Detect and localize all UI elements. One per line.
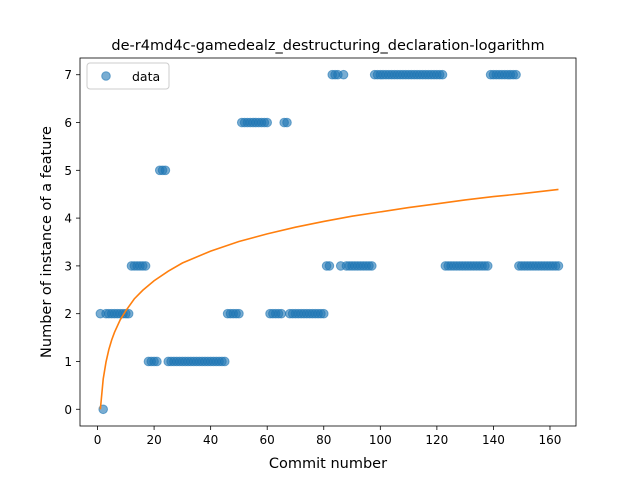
x-tick-label-140: 140: [482, 433, 505, 447]
data-point-23: [160, 165, 171, 176]
x-tick-label-80: 80: [316, 433, 331, 447]
y-tick-label-7: 7: [64, 68, 72, 82]
x-axis-label: Commit number: [269, 456, 387, 472]
x-tick-label-160: 160: [539, 433, 562, 447]
legend: data: [86, 62, 170, 90]
data-point-44: [219, 356, 230, 367]
legend-marker: [101, 71, 111, 81]
y-tick-label-3: 3: [64, 259, 72, 273]
axis-ticks: 0 20 40 60 80 100 120 140 160 0 1 2 3 4 5 6 7: [64, 68, 561, 447]
data-point-81: [324, 261, 335, 271]
x-tick-label-60: 60: [260, 433, 275, 447]
x-tick-label-0: 0: [94, 433, 102, 447]
x-tick-label-40: 40: [203, 433, 218, 447]
data-point-137: [482, 261, 493, 271]
data-point-79: [318, 308, 329, 319]
legend-box: [86, 62, 170, 90]
data-point-66: [282, 117, 292, 128]
y-tick-label-1: 1: [64, 355, 72, 369]
data-point-162: [553, 261, 564, 271]
x-tick-label-120: 120: [425, 433, 448, 447]
y-tick-label-4: 4: [64, 212, 72, 226]
y-tick-label-0: 0: [64, 403, 72, 417]
x-tick-label-20: 20: [146, 433, 161, 447]
data-point-64: [276, 308, 287, 319]
data-point-96: [367, 261, 377, 271]
fit-curve: [99, 188, 559, 410]
data-point-16: [140, 261, 151, 271]
data-point-86: [338, 69, 349, 80]
y-tick-label-6: 6: [64, 116, 72, 130]
plot-frame: [79, 57, 577, 427]
chart-title: de-r4md4c-gamedealz_destructuring_declar…: [111, 38, 544, 54]
x-tick-label-100: 100: [369, 433, 392, 447]
y-tick-label-2: 2: [64, 307, 72, 321]
plot-marks: [95, 69, 564, 415]
data-point-49: [234, 308, 244, 319]
legend-label: data: [132, 69, 160, 84]
data-point-20: [152, 356, 162, 367]
data-point-59: [262, 117, 273, 128]
y-tick-label-5: 5: [64, 164, 72, 178]
data-point-121: [437, 69, 448, 80]
data-point-147: [511, 69, 521, 80]
y-axis-label: Number of instance of a feature: [39, 126, 55, 358]
